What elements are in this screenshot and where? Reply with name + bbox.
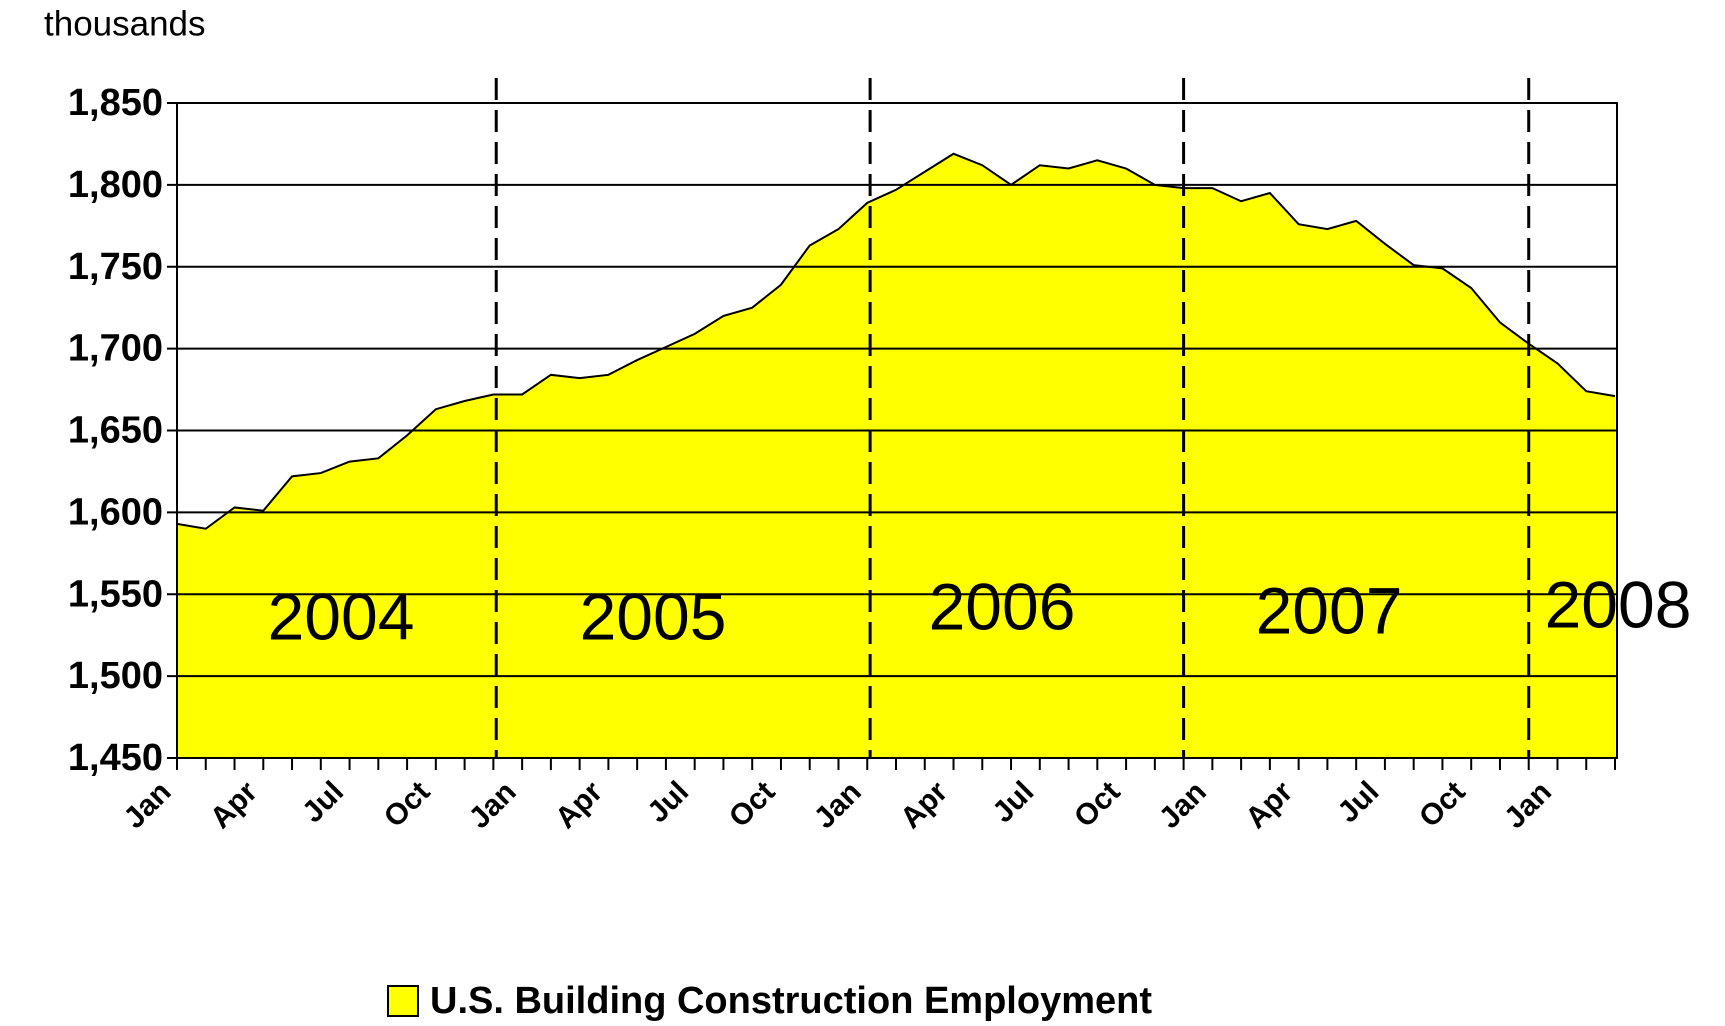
x-tick-label: Jul — [1331, 775, 1385, 829]
legend-label: U.S. Building Construction Employment — [430, 980, 1152, 1022]
x-tick-label: Apr — [894, 775, 954, 835]
x-tick-label: Oct — [723, 775, 782, 834]
x-tick-label: Jan — [808, 775, 868, 835]
y-tick-label: 1,850 — [68, 82, 163, 124]
x-tick-label: Apr — [549, 775, 609, 835]
year-label: 2006 — [929, 569, 1076, 643]
x-tick-label: Oct — [1413, 775, 1472, 834]
y-tick-label: 1,450 — [68, 737, 163, 779]
x-tick-label: Jul — [296, 775, 350, 829]
x-tick-label: Jul — [986, 775, 1040, 829]
y-tick-label: 1,650 — [68, 410, 163, 452]
y-tick-label: 1,800 — [68, 164, 163, 206]
x-tick-label: Apr — [204, 775, 264, 835]
y-tick-label: 1,750 — [68, 246, 163, 288]
y-tick-label: 1,700 — [68, 328, 163, 370]
x-tick-label: Jan — [1498, 775, 1558, 835]
area — [177, 153, 1615, 758]
area-line — [176, 152, 1616, 530]
x-tick-label: Apr — [1239, 775, 1299, 835]
year-label: 2004 — [268, 579, 415, 653]
legend-swatch — [387, 985, 419, 1017]
year-label: 2007 — [1256, 573, 1403, 647]
y-tick-label: 1,500 — [68, 655, 163, 697]
y-unit: thousands — [44, 4, 206, 43]
year-label: 2008 — [1545, 567, 1692, 641]
x-tick-label: Jan — [463, 775, 523, 835]
x-tick-label: Jan — [118, 775, 178, 835]
y-tick-label: 1,600 — [68, 491, 163, 533]
year-label: 2005 — [580, 579, 727, 653]
x-tick-label: Oct — [1068, 775, 1127, 834]
x-tick-label: Jul — [641, 775, 695, 829]
x-tick-label: Oct — [378, 775, 437, 834]
y-tick-label: 1,550 — [68, 573, 163, 615]
x-tick-label: Jan — [1153, 775, 1213, 835]
